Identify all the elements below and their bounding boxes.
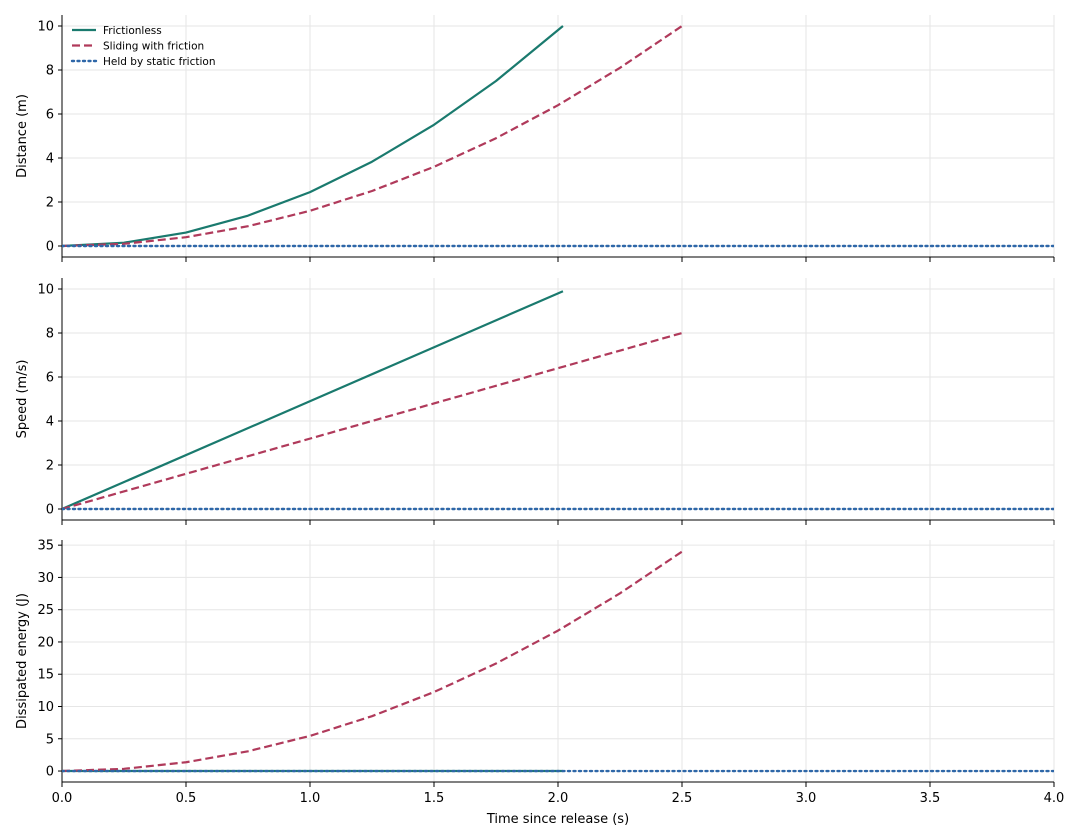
legend-label-frictionless: Frictionless [103, 25, 162, 37]
x-tick-label: 4.0 [1044, 791, 1065, 806]
y-axis-label: Dissipated energy (J) [15, 593, 30, 729]
y-tick-label: 4 [46, 415, 54, 430]
y-tick-label: 2 [46, 196, 54, 211]
x-tick-label: 1.5 [424, 791, 445, 806]
x-tick-label: 3.0 [796, 791, 817, 806]
x-tick-label: 0.0 [52, 791, 73, 806]
y-tick-label: 20 [37, 635, 54, 650]
x-tick-label: 1.0 [300, 791, 321, 806]
y-tick-label: 5 [46, 732, 54, 747]
y-tick-label: 10 [37, 20, 54, 35]
panel-1: 0 2 4 6 8 10 Distance (m) [15, 15, 1055, 262]
panel-1-series [62, 25, 1054, 248]
y-tick-label: 8 [46, 64, 54, 79]
x-tick-label: 2.0 [548, 791, 569, 806]
panel-2-grid [61, 278, 1055, 520]
legend: Frictionless Sliding with friction Held by… [70, 25, 215, 68]
legend-label-sliding-with-friction: Sliding with friction [103, 40, 204, 52]
x-tick-label: 0.5 [176, 791, 197, 806]
panel-3-series [62, 550, 1054, 773]
y-tick-label: 15 [37, 668, 54, 683]
y-tick-label: 0 [46, 765, 54, 780]
panel-3: 0 5 10 15 20 25 30 35 0.0 0.5 1.0 1.5 2.0 2.5 3.0 3.5 4.… [15, 539, 1064, 806]
y-tick-label: 25 [37, 603, 54, 618]
y-tick-label: 0 [46, 503, 54, 518]
legend-label-held-by-static-friction: Held by static friction [103, 56, 215, 68]
panel-3-grid [61, 540, 1055, 782]
y-tick-label: 10 [37, 283, 54, 298]
y-tick-label: 6 [46, 108, 54, 123]
panel-2-series [62, 290, 1054, 511]
y-tick-label: 8 [46, 327, 54, 342]
series-line-frictionless [62, 25, 564, 248]
y-tick-label: 10 [37, 700, 54, 715]
y-axis-label: Distance (m) [15, 94, 30, 178]
y-axis-label: Speed (m/s) [15, 360, 30, 439]
y-tick-label: 6 [46, 371, 54, 386]
panel-2: 0 2 4 6 8 10 Speed (m/s) [15, 278, 1055, 525]
series-line-frictionless [62, 290, 564, 511]
y-tick-label: 2 [46, 459, 54, 474]
series-line-sliding-with-friction [62, 25, 683, 248]
y-tick-label: 35 [37, 539, 54, 554]
series-line-sliding-with-friction [62, 550, 683, 773]
x-tick-label: 2.5 [672, 791, 693, 806]
y-tick-label: 30 [37, 571, 54, 586]
x-tick-label: 3.5 [920, 791, 941, 806]
x-axis-label: Time since release (s) [486, 812, 629, 827]
panel-1-grid [61, 15, 1055, 257]
y-tick-label: 0 [46, 240, 54, 255]
y-tick-label: 4 [46, 152, 54, 167]
